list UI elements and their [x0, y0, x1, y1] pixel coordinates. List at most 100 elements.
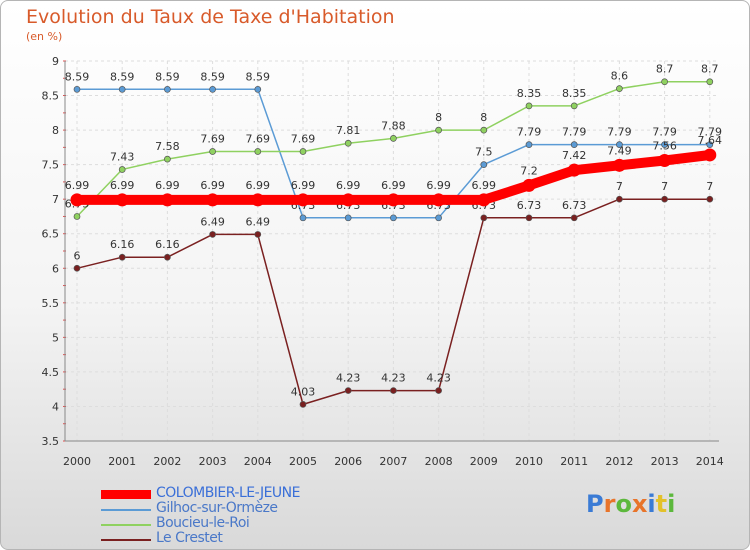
series-point-2 [525, 214, 533, 222]
x-tick-label: 2012 [605, 455, 633, 468]
series-point-3 [160, 193, 174, 207]
x-tick-label: 2000 [63, 455, 91, 468]
data-label-1: 7.43 [110, 150, 135, 163]
legend-label: Le Crestet [156, 530, 223, 546]
series-point-1 [254, 148, 262, 155]
data-label-0: 8.59 [65, 70, 90, 83]
series-point-1 [118, 166, 126, 173]
x-tick-label: 2005 [289, 455, 317, 468]
series-point-3 [296, 193, 310, 207]
x-tick-label: 2007 [379, 455, 407, 468]
data-label-0: 8.59 [110, 70, 135, 83]
x-tick-label: 2006 [334, 455, 362, 468]
series-point-2 [435, 387, 442, 394]
data-label-0: 7.79 [607, 126, 632, 139]
data-label-2: 7 [616, 180, 623, 193]
series-point-2 [344, 387, 352, 394]
data-label-2: 4.23 [381, 372, 406, 385]
series-point-1 [480, 126, 488, 134]
x-tick-label: 2002 [153, 455, 181, 468]
data-label-2: 6.16 [155, 238, 180, 251]
series-point-2 [254, 231, 262, 238]
y-tick-label: 6.5 [42, 228, 60, 241]
data-label-3: 6.99 [381, 179, 406, 192]
y-tick-label: 7.5 [42, 159, 60, 172]
y-tick-label: 4 [52, 400, 59, 413]
data-label-1: 7.69 [200, 133, 225, 146]
series-point-0 [570, 141, 578, 148]
data-label-1: 8.7 [656, 63, 674, 76]
series-point-0 [706, 141, 714, 148]
data-label-0: 8.59 [200, 70, 225, 83]
legend-swatch [101, 539, 151, 541]
series-point-3 [206, 193, 220, 207]
series-point-1 [616, 85, 623, 92]
legend-label: Boucieu-le-Roi [156, 515, 250, 531]
series-point-2 [570, 214, 578, 222]
y-tick-label: 8.5 [42, 90, 60, 103]
series-point-3 [251, 193, 265, 207]
series-point-3 [432, 193, 446, 207]
data-label-0: 7.79 [562, 126, 587, 139]
x-tick-label: 2008 [425, 455, 453, 468]
data-label-3: 6.99 [472, 179, 497, 192]
series-point-2 [118, 253, 126, 261]
legend-swatch [101, 509, 151, 511]
x-tick-label: 2011 [560, 455, 588, 468]
series-point-1 [299, 148, 307, 155]
data-label-1: 8.6 [611, 70, 629, 83]
data-label-1: 8 [435, 111, 442, 124]
series-point-3 [386, 193, 400, 207]
data-label-2: 6.73 [562, 199, 587, 212]
series-point-1 [435, 126, 442, 134]
series-point-0 [344, 214, 352, 222]
series-point-2 [299, 401, 307, 408]
series-point-1 [73, 213, 81, 220]
series-point-3 [477, 193, 491, 207]
x-tick-label: 2014 [696, 455, 724, 468]
data-label-0: 7.79 [652, 126, 677, 139]
x-tick-label: 2013 [651, 455, 679, 468]
data-label-2: 6.49 [246, 215, 271, 228]
data-label-1: 7.88 [381, 119, 406, 132]
data-label-0: 7.79 [517, 126, 542, 139]
series-point-2 [164, 253, 171, 261]
data-label-2: 7 [706, 180, 713, 193]
data-label-2: 6.49 [200, 215, 225, 228]
series-point-3 [115, 193, 129, 207]
series-point-0 [164, 85, 171, 93]
data-label-0: 8.59 [155, 70, 180, 83]
data-label-1: 7.69 [291, 133, 316, 146]
data-label-3: 6.99 [155, 179, 180, 192]
data-label-2: 4.23 [336, 372, 361, 385]
data-label-3: 7.49 [607, 144, 632, 157]
series-point-1 [209, 148, 216, 155]
data-label-2: 6 [74, 249, 81, 262]
x-tick-label: 2010 [515, 455, 543, 468]
series-point-3 [658, 153, 672, 167]
x-tick-label: 2004 [244, 455, 272, 468]
data-label-1: 7.81 [336, 124, 361, 137]
data-label-1: 8 [480, 111, 487, 124]
series-point-0 [390, 214, 397, 222]
data-label-0: 7.5 [475, 146, 493, 159]
series-point-3 [567, 163, 581, 177]
data-label-3: 6.99 [246, 179, 271, 192]
series-point-3 [703, 148, 717, 162]
series-point-1 [164, 155, 171, 163]
series-point-3 [522, 178, 536, 192]
y-tick-label: 7 [52, 193, 59, 206]
series-point-0 [661, 141, 668, 148]
data-label-3: 6.99 [110, 179, 135, 192]
series-point-1 [525, 102, 533, 110]
x-tick-label: 2001 [108, 455, 136, 468]
series-point-2 [706, 195, 714, 203]
series-point-2 [661, 195, 668, 203]
y-tick-label: 6 [52, 262, 59, 275]
data-label-3: 7.64 [698, 134, 723, 147]
series-point-2 [480, 214, 488, 222]
legend-swatch [101, 524, 151, 526]
y-tick-label: 5 [52, 331, 59, 344]
chart-unit: (en %) [26, 30, 63, 43]
